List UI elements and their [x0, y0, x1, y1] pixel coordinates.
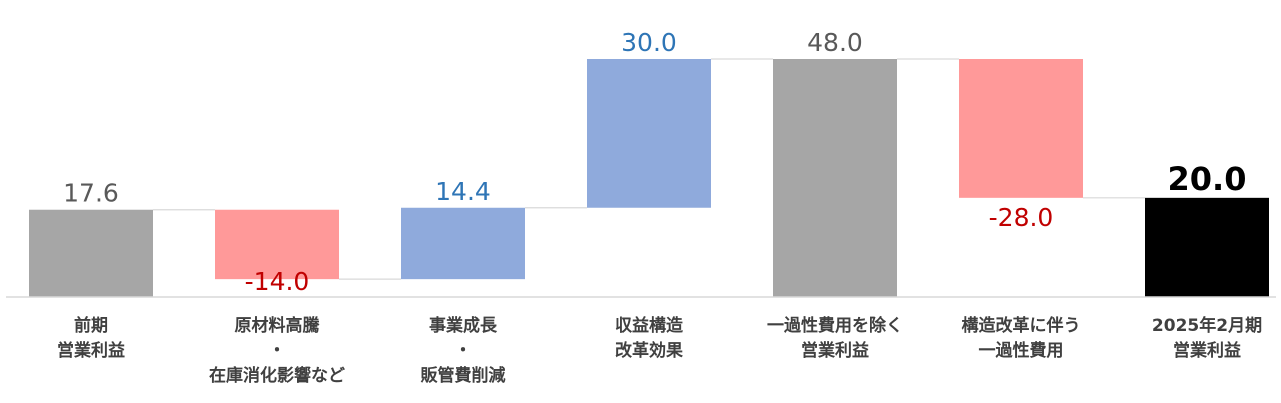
- bar-4: [587, 59, 711, 208]
- value-label-4: 30.0: [621, 28, 677, 57]
- category-label-1-line-2: 営業利益: [57, 340, 125, 361]
- value-label-3: 14.4: [435, 177, 491, 206]
- value-label-1: 17.6: [63, 179, 119, 208]
- bar-6: [959, 59, 1083, 198]
- category-label-6-line-1: 構造改革に伴う: [962, 315, 1081, 336]
- category-label-2-line-3: 在庫消化影響など: [209, 365, 345, 386]
- category-label-5-line-2: 営業利益: [801, 340, 869, 361]
- bars: [29, 59, 1269, 297]
- category-label-2-line-2: ・: [269, 341, 286, 361]
- value-label-5: 48.0: [807, 28, 863, 57]
- category-label-7-line-1: 2025年2月期: [1152, 315, 1262, 336]
- category-label-1-line-1: 前期: [74, 315, 108, 336]
- category-label-3-line-3: 販管費削減: [421, 365, 506, 386]
- category-label-2-line-1: 原材料高騰: [235, 315, 321, 336]
- category-label-5-line-1: 一過性費用を除く: [767, 315, 903, 336]
- value-label-6: -28.0: [989, 203, 1054, 232]
- bar-7: [1145, 197, 1269, 297]
- bar-3: [401, 207, 525, 280]
- value-label-7: 20.0: [1168, 160, 1247, 198]
- bar-1: [29, 209, 153, 297]
- value-labels: 17.6 -14.0 14.4 30.0 48.0 -28.0 20.0: [63, 28, 1246, 296]
- value-label-2: -14.0: [245, 267, 310, 296]
- connector-lines: [153, 58, 1145, 280]
- category-label-4-line-1: 収益構造: [615, 315, 684, 336]
- category-label-3-line-1: 事業成長: [429, 315, 498, 336]
- bar-5: [773, 59, 897, 297]
- category-label-6-line-2: 一過性費用: [979, 340, 1064, 361]
- bar-2: [215, 209, 339, 280]
- category-label-7-line-2: 営業利益: [1173, 340, 1241, 361]
- category-label-3-line-2: ・: [455, 341, 472, 361]
- category-label-4-line-2: 改革効果: [615, 340, 683, 361]
